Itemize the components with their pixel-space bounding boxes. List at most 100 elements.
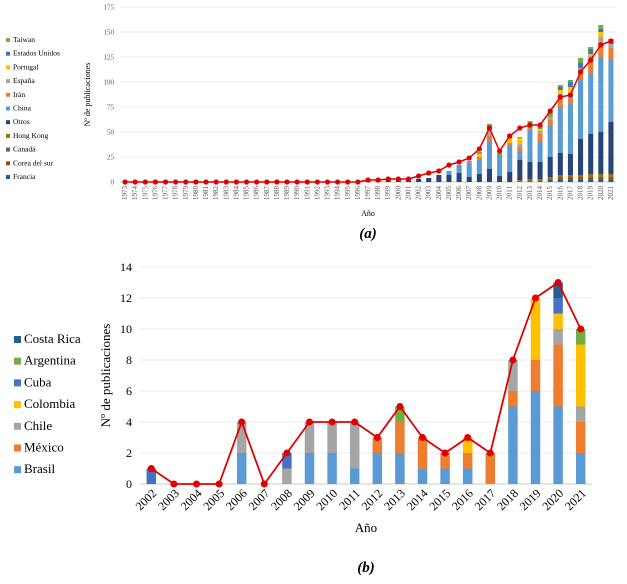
total-point-1979 [183, 179, 189, 185]
x-tick-label: 2005 [200, 486, 227, 513]
bar-españa-2012 [517, 144, 523, 147]
bar-otros-2006 [456, 173, 462, 182]
bar-otros-2011 [507, 172, 513, 182]
x-tick-label: 2009 [485, 186, 493, 201]
bar-brasil-2019 [530, 391, 541, 484]
legend-label: Cuba [24, 374, 52, 389]
bar-portugal-2008 [476, 154, 482, 157]
total-point-1985 [243, 179, 250, 185]
y-tick-label: 100 [104, 78, 115, 86]
bar-brasil-2011 [349, 468, 360, 484]
total-point-1987 [264, 179, 270, 185]
bar-china-2006 [456, 165, 462, 173]
bar-chile-2009 [304, 422, 315, 453]
bar-brasil-2015 [440, 468, 450, 484]
bar-otros-2012 [517, 160, 523, 180]
bar-francia-2021 [608, 180, 614, 182]
bar-otros-2019 [588, 134, 594, 174]
total-point-2004 [436, 168, 442, 174]
total-point-1989 [284, 179, 290, 185]
bar-estados-unidos-2017 [567, 82, 573, 87]
x-tick-label: 2017 [472, 486, 499, 513]
total-point-2005 [446, 162, 452, 168]
bar-méxico-2016 [462, 453, 473, 469]
bar-españa-2014 [537, 131, 543, 134]
y-axis-title: Nº de publicaciones [98, 324, 113, 428]
y-tick-label: 4 [126, 415, 132, 429]
bar-méxico-2012 [372, 437, 383, 453]
legend-swatch-méxico [14, 444, 21, 452]
bar-irán-2020 [598, 42, 604, 57]
bar-corea-del-sur-2018 [578, 178, 584, 180]
total-point-2020 [554, 279, 562, 286]
bar-china-2021 [608, 60, 614, 122]
x-tick-label: 2020 [597, 186, 605, 201]
x-tick-label: 2004 [178, 486, 205, 513]
bar-chile-2008 [282, 468, 292, 484]
total-point-2016 [464, 434, 472, 441]
total-point-2009 [486, 125, 493, 131]
legend-swatch-chile [14, 422, 21, 430]
x-tick-label: 2016 [556, 186, 564, 201]
x-tick-label: 2014 [404, 486, 431, 513]
bar-colombia-2019 [530, 298, 541, 360]
bar-otros-2008 [476, 174, 482, 182]
x-tick-label: 1990 [293, 186, 301, 201]
bar-cuba-2008 [282, 453, 292, 469]
total-point-1978 [173, 179, 179, 185]
legend-swatch-colombia [14, 401, 21, 409]
bar-españa-2009 [486, 132, 492, 136]
x-tick-label: 2008 [475, 186, 483, 201]
bar-china-2013 [527, 130, 533, 162]
bar-brasil-2016 [462, 468, 473, 484]
bar-irán-2015 [547, 120, 553, 126]
bar-otros-2015 [547, 157, 553, 177]
bar-hong-kong-2018 [578, 175, 584, 177]
bar-canadá-2014 [537, 181, 543, 182]
bar-colombia-2016 [462, 437, 473, 453]
total-point-2010 [328, 418, 336, 426]
bar-brasil-2013 [395, 453, 405, 484]
bar-china-2009 [486, 141, 492, 169]
bar-taiwan-2015 [547, 112, 553, 117]
bar-colombia-2020 [553, 313, 563, 329]
legend-swatch-cuba [14, 379, 21, 387]
total-point-2007 [466, 155, 472, 161]
legend-label: Irán [13, 90, 25, 99]
total-point-2016 [557, 94, 563, 100]
total-point-1996 [355, 179, 361, 185]
legend-label: Portugal [13, 62, 38, 71]
x-tick-label: 2011 [506, 186, 514, 200]
total-point-2010 [496, 148, 503, 154]
total-point-1976 [152, 179, 159, 185]
y-tick-label: 2 [126, 446, 132, 460]
legend-label: Canadá [13, 145, 36, 154]
bar-otros-2020 [598, 132, 604, 174]
total-point-1992 [314, 179, 320, 185]
bar-otros-2017 [567, 154, 573, 175]
legend-swatch-corea-del-sur [6, 161, 10, 166]
x-tick-label: 1998 [374, 186, 382, 201]
x-tick-label: 2002 [415, 186, 423, 201]
bar-irán-2016 [557, 97, 563, 107]
x-tick-label: 1989 [283, 186, 291, 201]
bar-brasil-2018 [508, 406, 518, 484]
bar-francia-2015 [547, 180, 553, 182]
bar-brasil-2006 [236, 453, 247, 484]
bar-brasil-2020 [553, 406, 563, 484]
bar-taiwan-2020 [598, 25, 604, 29]
total-line [150, 281, 582, 486]
x-tick-label: 2020 [539, 486, 566, 513]
x-tick-label: 2001 [404, 186, 412, 201]
legend-swatch-taiwan [6, 38, 10, 42]
bar-irán-2011 [507, 143, 513, 146]
total-point-2003 [426, 170, 432, 176]
total-point-2005 [215, 480, 223, 488]
bar-portugal-2014 [537, 129, 543, 131]
bar-portugal-2016 [557, 90, 563, 94]
x-tick-label: 2002 [133, 486, 160, 513]
bar-méxico-2017 [485, 453, 496, 484]
x-tick-label: 2012 [516, 186, 524, 201]
total-point-1991 [304, 179, 310, 185]
